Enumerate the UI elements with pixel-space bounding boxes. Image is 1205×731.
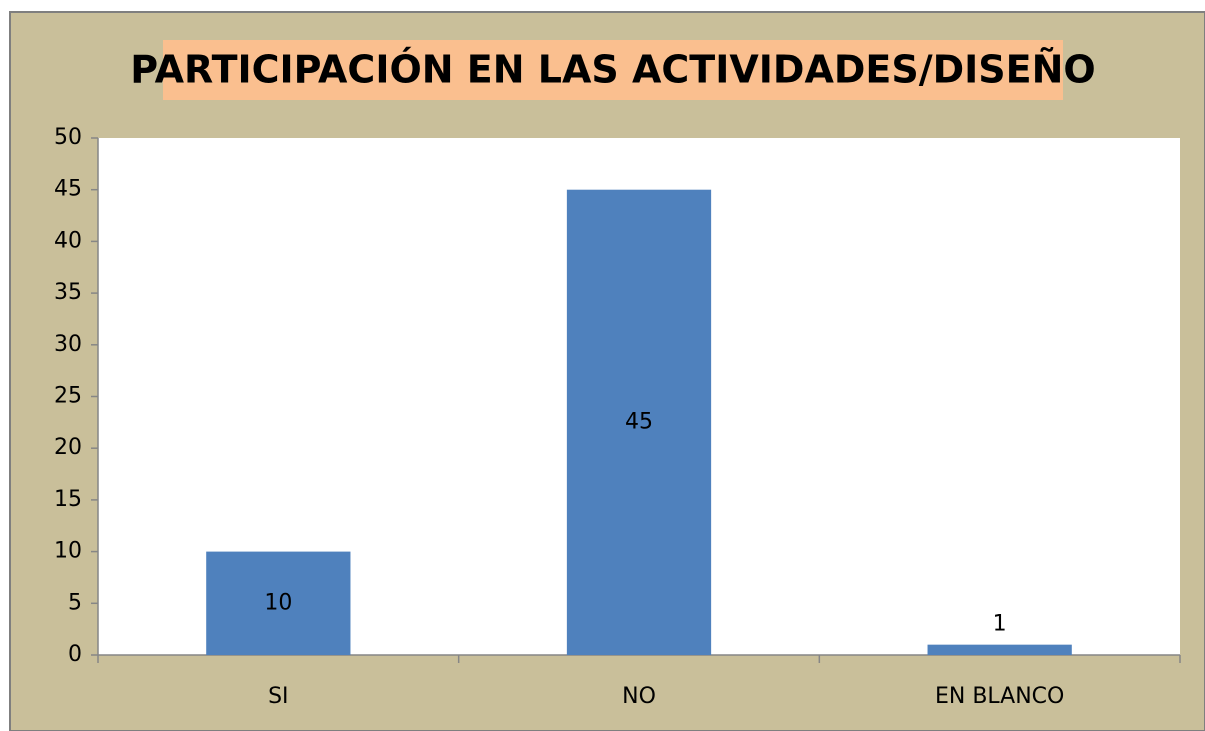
y-tick-label: 25 bbox=[54, 384, 82, 409]
x-tick-label: SI bbox=[268, 684, 288, 709]
bar bbox=[206, 551, 351, 655]
data-label: 1 bbox=[993, 612, 1007, 637]
y-tick-label: 20 bbox=[54, 435, 82, 460]
data-label: 10 bbox=[264, 590, 292, 615]
y-tick-label: 45 bbox=[54, 177, 82, 202]
y-tick-label: 50 bbox=[54, 125, 82, 150]
y-tick-label: 0 bbox=[68, 642, 82, 667]
y-tick-label: 5 bbox=[68, 590, 82, 615]
bar bbox=[927, 644, 1072, 655]
x-tick-label: EN BLANCO bbox=[935, 684, 1064, 709]
title-box bbox=[163, 40, 1063, 100]
y-tick-label: 15 bbox=[54, 487, 82, 512]
y-tick-label: 10 bbox=[54, 539, 82, 564]
y-tick-label: 30 bbox=[54, 332, 82, 357]
x-tick-label: NO bbox=[622, 684, 656, 709]
chart-title: PARTICIPACIÓN EN LAS ACTIVIDADES/DISEÑO bbox=[130, 48, 1095, 92]
data-label: 45 bbox=[625, 409, 653, 434]
y-tick-label: 35 bbox=[54, 280, 82, 305]
bar bbox=[566, 189, 712, 655]
y-tick-label: 40 bbox=[54, 228, 82, 253]
